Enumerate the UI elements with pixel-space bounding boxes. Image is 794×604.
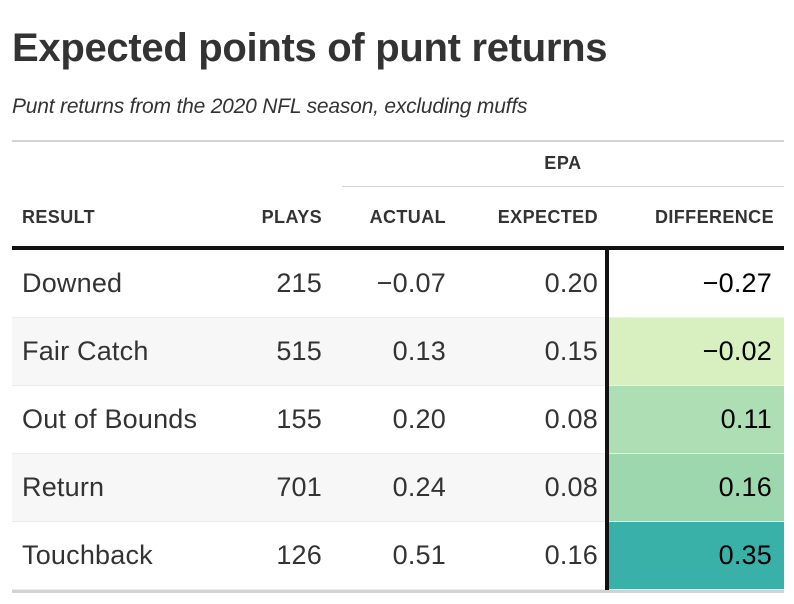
plays-cell: 701 <box>276 472 322 503</box>
result-cell: Return <box>22 472 104 503</box>
plays-cell: 155 <box>276 404 322 435</box>
actual-cell: −0.07 <box>377 268 446 299</box>
difference-value: 0.11 <box>721 404 772 435</box>
table-row: Fair Catch 515 0.13 0.15 −0.02 <box>12 318 784 386</box>
bottom-divider <box>12 590 784 593</box>
actual-cell: 0.24 <box>393 472 446 503</box>
column-header-plays: PLAYS <box>262 207 322 228</box>
table-row: Touchback 126 0.51 0.16 0.35 <box>12 522 784 590</box>
epa-spanner-label: EPA <box>342 153 784 174</box>
difference-column-divider <box>605 250 609 590</box>
column-header-actual: ACTUAL <box>370 207 446 228</box>
column-header-expected: EXPECTED <box>498 207 598 228</box>
column-header-result: RESULT <box>22 207 95 228</box>
difference-value: 0.16 <box>719 472 772 503</box>
expected-cell: 0.16 <box>545 540 598 571</box>
actual-cell: 0.51 <box>393 540 446 571</box>
result-cell: Out of Bounds <box>22 404 197 435</box>
difference-value: −0.02 <box>703 336 772 367</box>
table-row: Out of Bounds 155 0.20 0.08 0.11 <box>12 386 784 454</box>
plays-cell: 215 <box>276 268 322 299</box>
expected-cell: 0.15 <box>545 336 598 367</box>
expected-cell: 0.08 <box>545 472 598 503</box>
chart-title: Expected points of punt returns <box>12 26 607 71</box>
actual-cell: 0.13 <box>393 336 446 367</box>
result-cell: Touchback <box>22 540 153 571</box>
result-cell: Downed <box>22 268 122 299</box>
difference-value: −0.27 <box>703 268 772 299</box>
expected-cell: 0.08 <box>545 404 598 435</box>
plays-cell: 515 <box>276 336 322 367</box>
actual-cell: 0.20 <box>393 404 446 435</box>
plays-cell: 126 <box>276 540 322 571</box>
epa-spanner: EPA <box>342 147 784 187</box>
chart-subtitle: Punt returns from the 2020 NFL season, e… <box>12 95 527 119</box>
difference-value: 0.35 <box>719 540 772 571</box>
table-figure: Expected points of punt returns Punt ret… <box>12 0 784 604</box>
result-cell: Fair Catch <box>22 336 149 367</box>
table-row: Return 701 0.24 0.08 0.16 <box>12 454 784 522</box>
table-row: Downed 215 −0.07 0.20 −0.27 <box>12 250 784 318</box>
table-body: Downed 215 −0.07 0.20 −0.27 Fair Catch 5… <box>12 250 784 590</box>
column-header-difference: DIFFERENCE <box>655 207 774 228</box>
expected-cell: 0.20 <box>545 268 598 299</box>
top-divider <box>12 140 784 142</box>
